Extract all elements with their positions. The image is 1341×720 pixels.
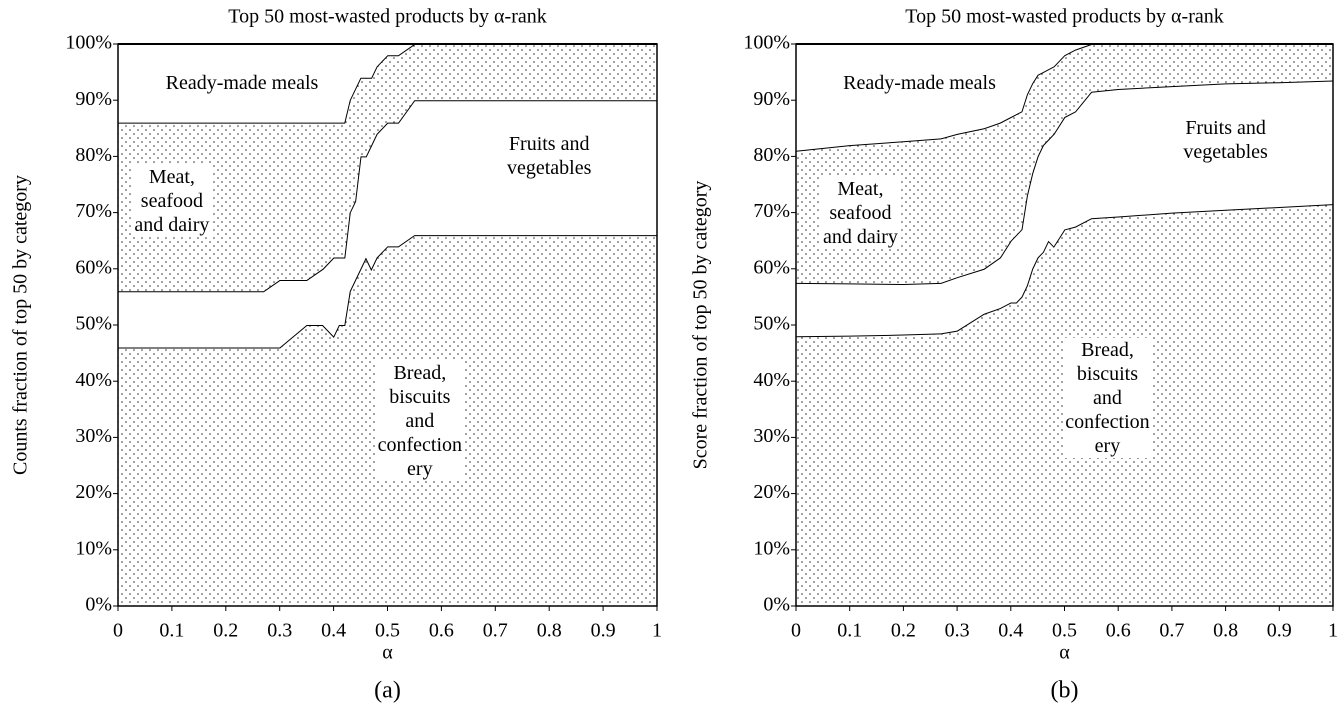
y-tick-label: 0% bbox=[85, 594, 112, 616]
x-tick-label: 0 bbox=[791, 620, 801, 642]
x-tick-label: 0.2 bbox=[891, 620, 916, 642]
x-tick-label: 0.9 bbox=[591, 620, 616, 642]
x-tick-label: 0.6 bbox=[429, 620, 454, 642]
x-tick-label: 0.3 bbox=[267, 620, 292, 642]
x-tick-label: 0 bbox=[113, 620, 123, 642]
area-label: Bread, biscuits and confection ery bbox=[375, 360, 465, 481]
y-tick-label: 90% bbox=[753, 88, 790, 110]
x-tick-label: 0.7 bbox=[483, 620, 508, 642]
x-tick-label: 0.4 bbox=[321, 620, 346, 642]
y-tick-label: 10% bbox=[753, 537, 790, 559]
x-tick-label: 0.9 bbox=[1267, 620, 1292, 642]
x-tick-label: 0.1 bbox=[837, 620, 862, 642]
x-tick-label: 0.1 bbox=[159, 620, 184, 642]
chart-title: Top 50 most-wasted products by α-rank bbox=[905, 6, 1223, 28]
y-tick-label: 40% bbox=[75, 369, 112, 391]
y-tick-label: 20% bbox=[753, 481, 790, 503]
y-tick-label: 10% bbox=[75, 537, 112, 559]
y-axis-label: Counts fraction of top 50 by category bbox=[10, 175, 32, 475]
y-tick-label: 80% bbox=[75, 144, 112, 166]
area-label: Meat, seafood and dairy bbox=[820, 176, 900, 249]
area-label: Meat, seafood and dairy bbox=[132, 165, 212, 238]
caption: (b) bbox=[1051, 678, 1079, 704]
y-tick-label: 50% bbox=[75, 313, 112, 335]
x-tick-label: 0.7 bbox=[1159, 620, 1184, 642]
x-tick-label: 1 bbox=[1328, 620, 1338, 642]
y-tick-label: 20% bbox=[75, 481, 112, 503]
y-tick-label: 30% bbox=[753, 425, 790, 447]
y-tick-label: 100% bbox=[743, 32, 790, 54]
x-axis-label: α bbox=[382, 642, 393, 664]
area-label: Bread, biscuits and confection ery bbox=[1063, 338, 1152, 459]
area-label: Ready-made meals bbox=[163, 71, 321, 96]
x-tick-label: 0.8 bbox=[1213, 620, 1238, 642]
area bbox=[118, 44, 657, 292]
chart-title: Top 50 most-wasted products by α-rank bbox=[228, 6, 546, 28]
y-tick-label: 100% bbox=[65, 32, 112, 54]
area bbox=[796, 44, 1333, 284]
y-tick-label: 70% bbox=[75, 200, 112, 222]
x-tick-label: 0.4 bbox=[998, 620, 1023, 642]
area-label: Ready-made meals bbox=[841, 71, 998, 96]
y-tick-label: 40% bbox=[753, 369, 790, 391]
y-tick-label: 70% bbox=[753, 200, 790, 222]
y-tick-label: 0% bbox=[763, 594, 790, 616]
y-tick-label: 60% bbox=[75, 256, 112, 278]
caption: (a) bbox=[374, 678, 401, 704]
y-tick-label: 30% bbox=[75, 425, 112, 447]
x-tick-label: 1 bbox=[652, 620, 662, 642]
area bbox=[796, 44, 1333, 151]
y-tick-label: 80% bbox=[753, 144, 790, 166]
x-tick-label: 0.2 bbox=[213, 620, 238, 642]
x-tick-label: 0.5 bbox=[1052, 620, 1077, 642]
y-tick-label: 90% bbox=[75, 88, 112, 110]
area bbox=[118, 44, 657, 123]
area-label: Fruits and vegetables bbox=[1181, 115, 1270, 164]
x-axis-label: α bbox=[1059, 642, 1070, 664]
x-tick-label: 0.8 bbox=[537, 620, 562, 642]
y-tick-label: 60% bbox=[753, 256, 790, 278]
plot bbox=[118, 43, 657, 606]
area-label: Fruits and vegetables bbox=[504, 132, 594, 181]
x-tick-label: 0.3 bbox=[945, 620, 970, 642]
y-tick-label: 50% bbox=[753, 313, 790, 335]
x-tick-label: 0.6 bbox=[1106, 620, 1131, 642]
x-tick-label: 0.5 bbox=[375, 620, 400, 642]
y-axis-label: Score fraction of top 50 by category bbox=[690, 181, 712, 470]
